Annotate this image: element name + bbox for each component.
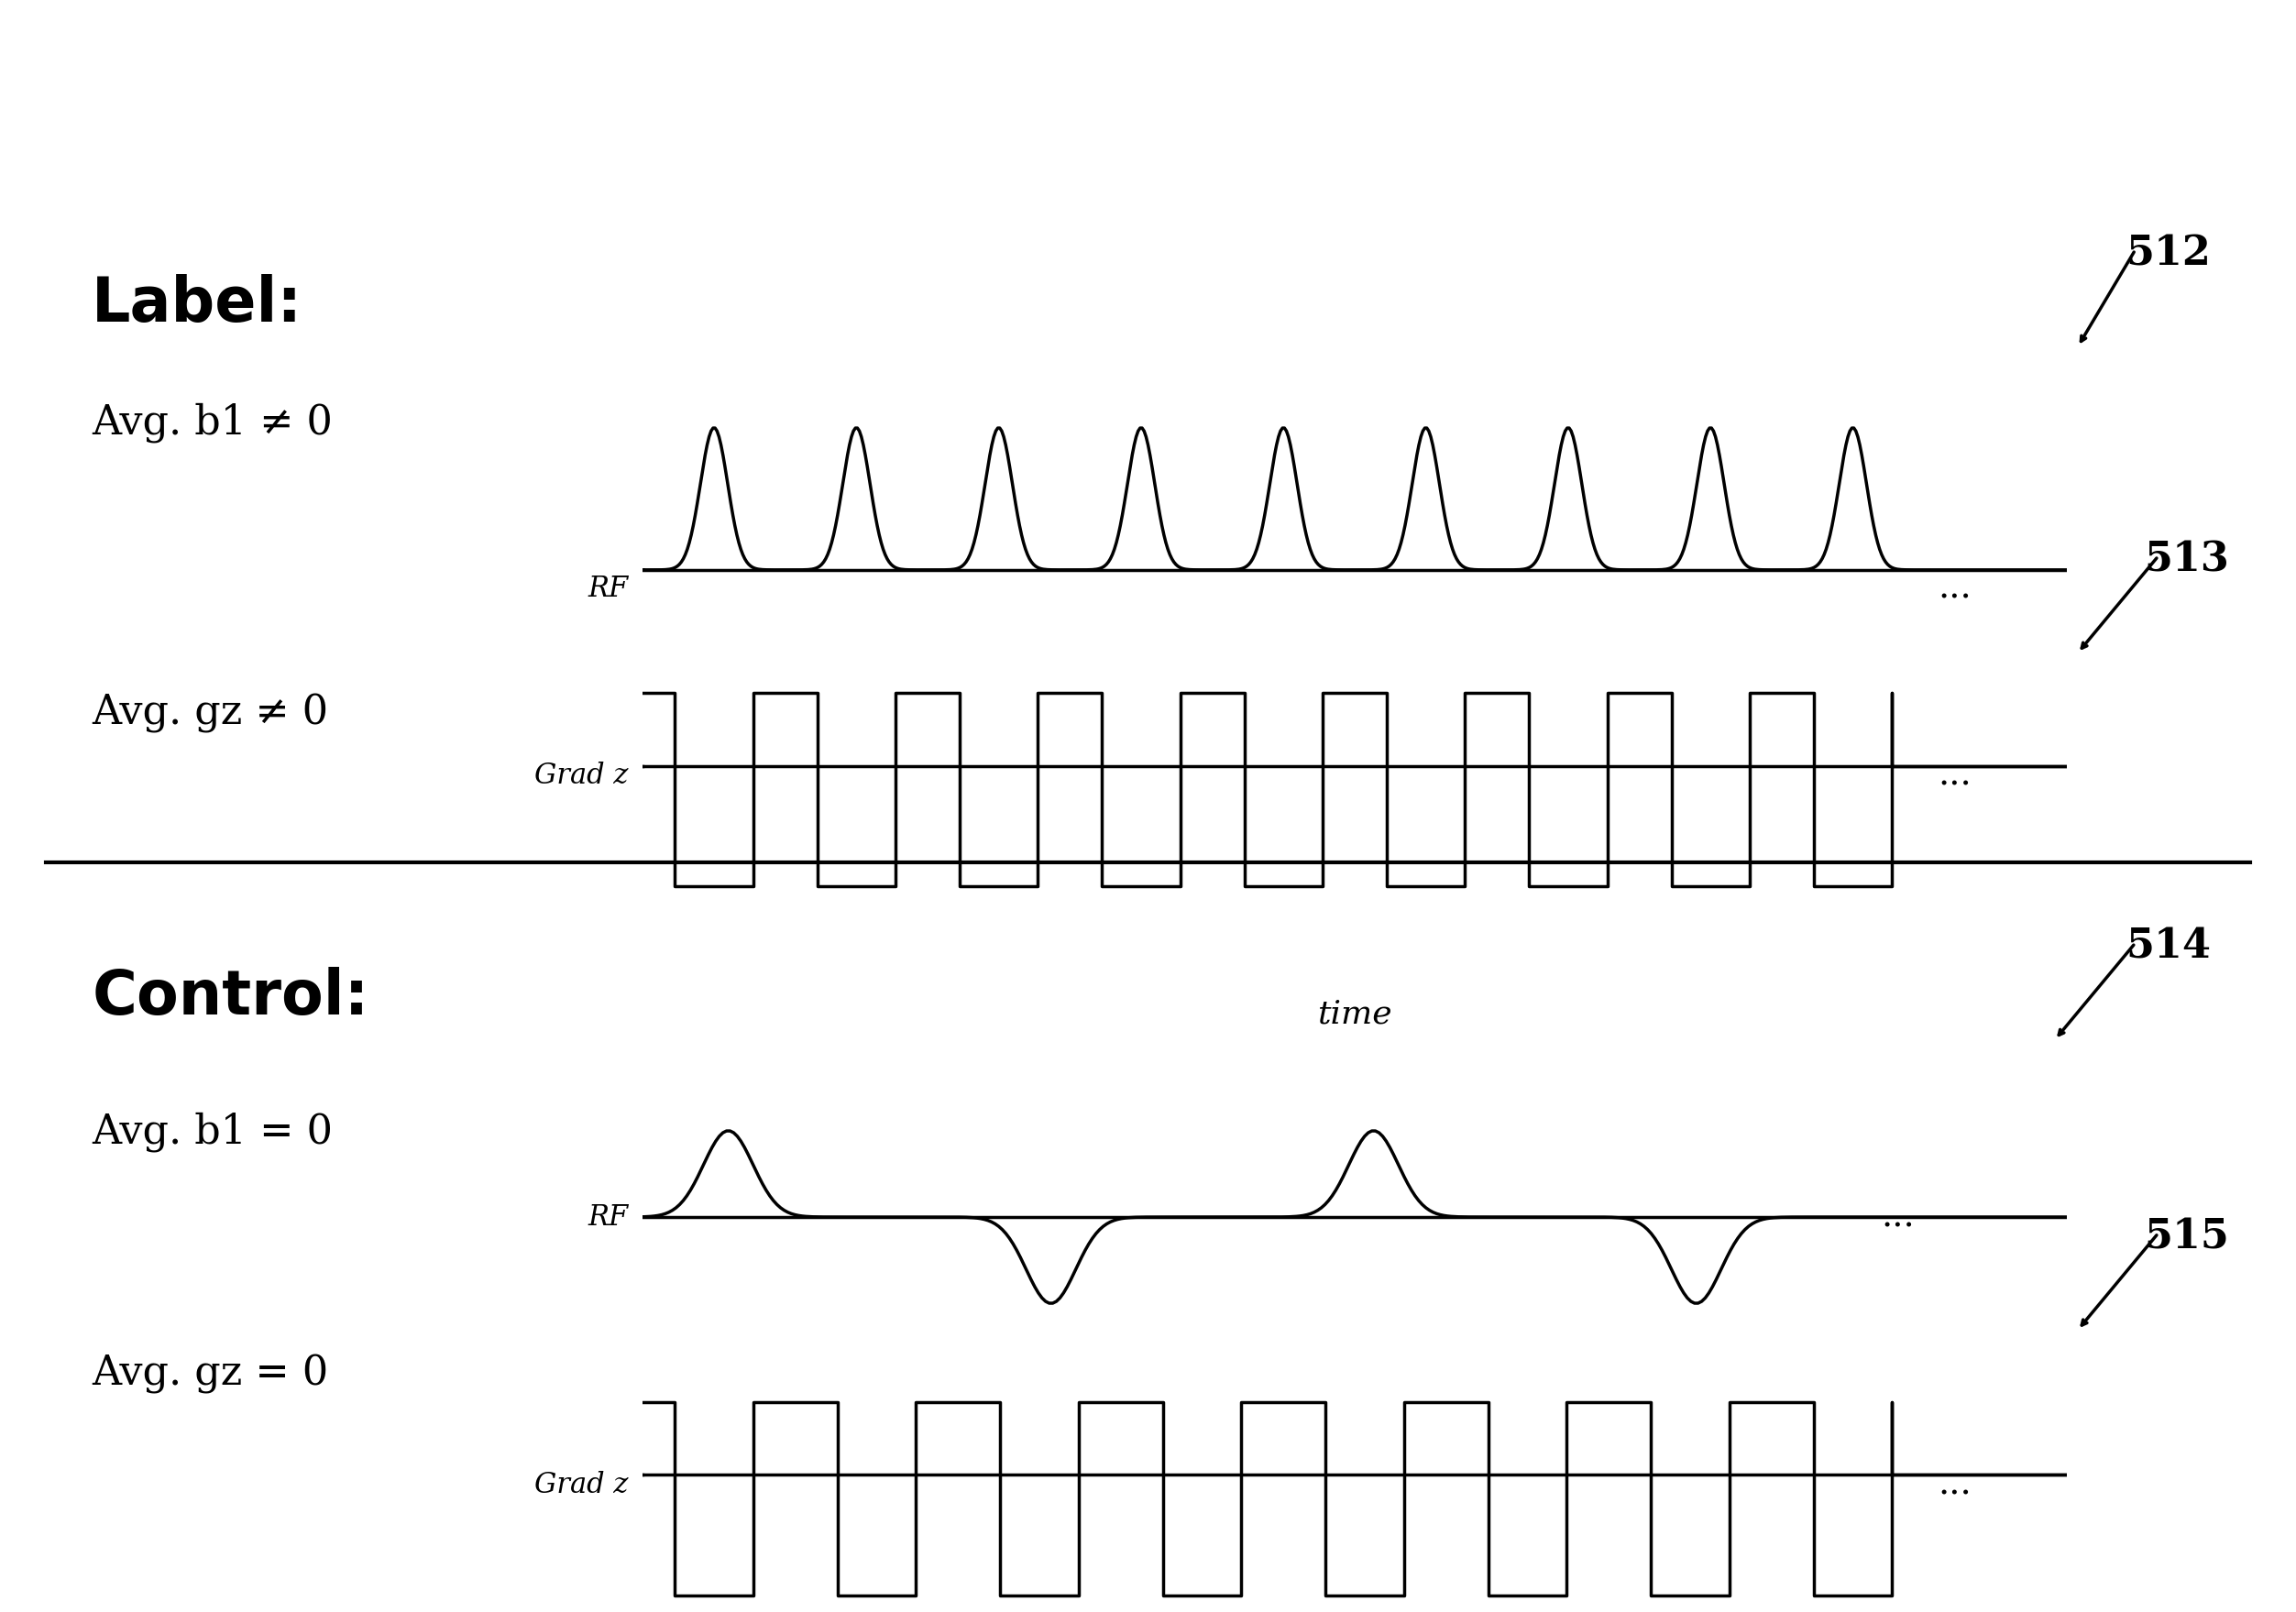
Text: ...: ... (1880, 1199, 1915, 1235)
Text: 514: 514 (2126, 927, 2211, 966)
Text: ...: ... (1938, 758, 1972, 793)
Text: RF: RF (588, 1203, 629, 1232)
Text: Avg. gz = 0: Avg. gz = 0 (92, 1354, 328, 1394)
Text: ...: ... (1938, 571, 1972, 606)
Text: RF: RF (588, 574, 629, 603)
Text: Label:: Label: (92, 274, 303, 335)
Text: 513: 513 (2144, 540, 2229, 579)
Text: ...: ... (1938, 1467, 1972, 1502)
Text: time: time (1318, 999, 1391, 1030)
Text: Control:: Control: (92, 967, 370, 1028)
Text: Grad z: Grad z (535, 761, 629, 790)
Text: Grad z: Grad z (535, 1470, 629, 1499)
Text: 512: 512 (2126, 234, 2211, 272)
Text: Avg. b1 = 0: Avg. b1 = 0 (92, 1112, 333, 1153)
Text: Avg. b1 ≠ 0: Avg. b1 ≠ 0 (92, 403, 333, 443)
Text: Avg. gz ≠ 0: Avg. gz ≠ 0 (92, 693, 328, 733)
Text: 515: 515 (2144, 1217, 2229, 1256)
